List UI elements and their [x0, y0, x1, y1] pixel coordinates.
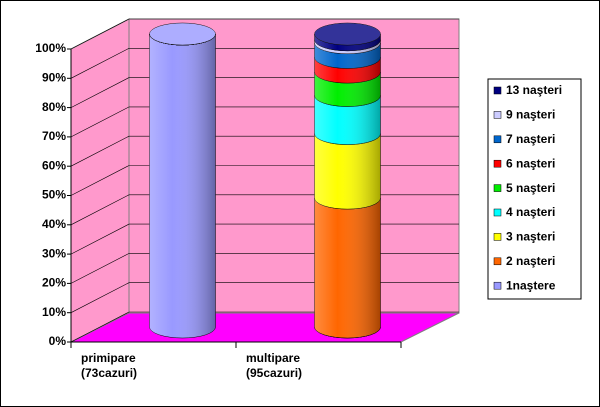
legend-swatch	[493, 111, 502, 119]
y-tick-label: 20%	[42, 276, 66, 290]
y-tick-label: 70%	[42, 129, 66, 143]
floor	[70, 312, 460, 343]
legend-label: 9 naşteri	[506, 108, 555, 122]
cylinder-shade	[149, 34, 216, 338]
legend-swatch	[493, 257, 502, 266]
y-tick-label: 40%	[42, 217, 66, 231]
legend-swatch	[493, 233, 502, 241]
legend-label: 3 naşteri	[506, 230, 555, 244]
y-tick-label: 50%	[42, 188, 66, 202]
x-tick-label: primipare (73cazuri)	[81, 351, 138, 380]
legend-box	[487, 78, 582, 300]
legend-swatch	[493, 86, 502, 95]
legend-swatch	[493, 184, 502, 192]
cylinder-cap	[314, 22, 381, 46]
grid-line	[70, 18, 459, 50]
x-tick-label: multipare (95cazuri)	[246, 351, 303, 380]
legend-label: 1naştere	[506, 278, 556, 292]
legend-label: 7 naşteri	[506, 132, 555, 146]
cylinder-cap	[149, 22, 216, 46]
legend-swatch	[493, 135, 502, 144]
y-tick-label: 80%	[42, 100, 66, 114]
legend-label: 13 naşteri	[506, 83, 562, 97]
legend-label: 4 naşteri	[506, 205, 555, 219]
legend-swatch	[493, 208, 502, 217]
legend-swatch	[493, 281, 502, 290]
cylinder-cap-shade	[314, 23, 381, 45]
legend-label: 5 naşteri	[506, 181, 555, 195]
legend-swatch	[493, 159, 502, 168]
y-tick-label: 90%	[42, 70, 66, 84]
legend-label: 2 naşteri	[506, 254, 555, 268]
y-tick-label: 0%	[49, 334, 67, 348]
y-tick-label: 100%	[35, 41, 66, 55]
y-tick-label: 60%	[42, 158, 66, 172]
y-tick-label: 30%	[42, 246, 66, 260]
y-tick-label: 10%	[42, 305, 66, 319]
cylinder-cap-shade	[149, 23, 216, 45]
legend-label: 6 naşteri	[506, 156, 555, 170]
cylinder-shade	[314, 34, 381, 338]
